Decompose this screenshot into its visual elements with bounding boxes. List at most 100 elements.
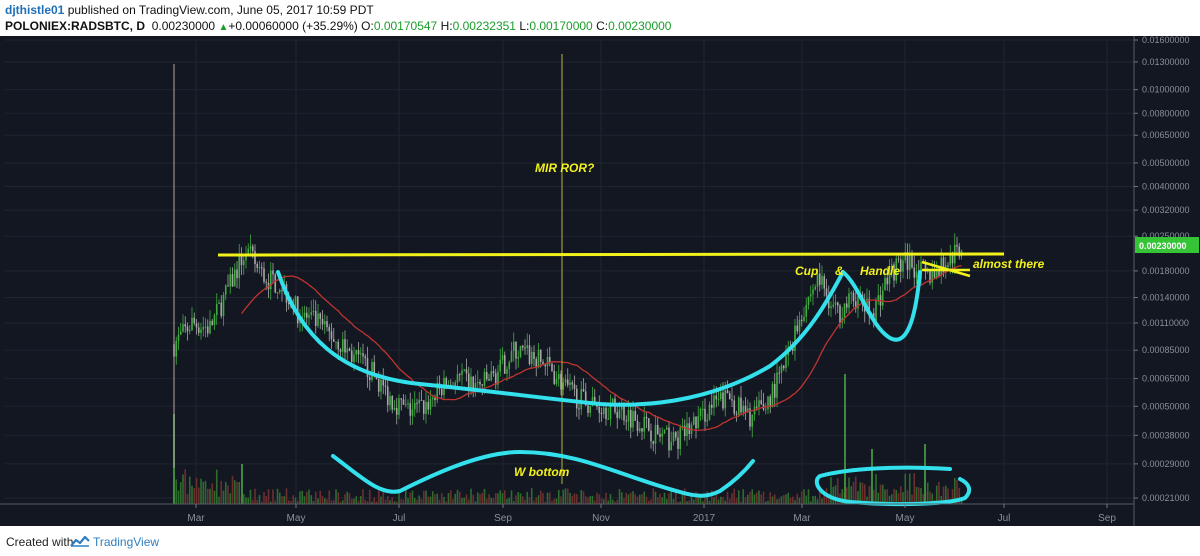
candle-body [182, 324, 184, 332]
volume-bar [796, 493, 799, 504]
candle-body [899, 259, 902, 272]
candle-body [281, 290, 283, 292]
candle-body [326, 321, 328, 328]
candle-body [886, 277, 889, 285]
candle-body [877, 295, 880, 301]
volume-bar [744, 497, 747, 504]
candle-body [780, 365, 783, 373]
candle-body [467, 373, 470, 389]
volume-bar [330, 500, 333, 504]
annotation-handle: Handle [860, 264, 900, 278]
volume-bar [485, 498, 488, 504]
price-axis[interactable]: 0.01600000 0.01300000 0.01000000 0.00800000… [1133, 35, 1200, 526]
y-tick-label: 0.00500000 [1142, 158, 1190, 168]
candle-body [409, 403, 412, 416]
volume-bar [616, 499, 619, 504]
candle-body [539, 349, 542, 362]
volume-bar [314, 491, 317, 504]
volume-bar [609, 493, 612, 504]
volume-bar [778, 498, 781, 504]
candle-body [951, 254, 954, 264]
volume-bar [566, 488, 569, 504]
ohlc-line: POLONIEX:RADSBTC, D 0.00230000 ▲+0.00060… [5, 19, 671, 33]
author-link[interactable]: djthistle01 [5, 3, 65, 17]
candle-body [508, 362, 511, 370]
candle-body [362, 353, 364, 357]
candle-body [179, 331, 182, 335]
volume-bar [767, 500, 769, 504]
volume-bar [276, 488, 279, 504]
volume-bar [287, 500, 290, 504]
volume-bar [623, 498, 625, 504]
volume-bar [596, 492, 598, 504]
volume-bar [265, 495, 268, 504]
candle-body [195, 323, 198, 328]
volume-bar [263, 491, 265, 504]
candle-body [274, 274, 277, 293]
volume-bar [737, 490, 740, 504]
candle-body [551, 363, 553, 372]
candle-body [737, 397, 740, 415]
volume-bar [580, 489, 583, 504]
volume-bar [184, 469, 187, 504]
footer: Created with TradingView [0, 526, 1200, 556]
candle-body [535, 358, 538, 368]
volume-bar [499, 490, 502, 504]
volume-bar [913, 473, 916, 504]
volume-bar [191, 485, 193, 504]
candle-body [492, 371, 495, 374]
candle-body [278, 290, 281, 293]
volume-bar [895, 490, 898, 504]
candle-body [481, 384, 484, 386]
candle-body [337, 341, 340, 350]
candle-body [470, 376, 472, 389]
volume-bar [418, 495, 421, 504]
candle-body [724, 390, 727, 409]
candle-body [733, 400, 736, 414]
candle-body [679, 427, 682, 449]
candle-body [499, 359, 502, 372]
tradingview-brand[interactable]: TradingView [93, 535, 160, 549]
candle-body [332, 339, 335, 342]
volume-bar [575, 494, 578, 504]
candle-body [564, 379, 567, 383]
volume-bar [629, 492, 632, 504]
candle-body [578, 408, 580, 410]
volume-bar [508, 497, 511, 504]
candle-body [719, 392, 722, 400]
volume-bar [341, 500, 344, 504]
volume-bar [845, 487, 848, 504]
candle-body [258, 267, 261, 269]
price-chart[interactable]: MIR ROR? Cup & Handle almost there W bottom 0… [0, 35, 1200, 526]
volume-bar [429, 496, 432, 504]
candle-body [404, 403, 407, 405]
candle-body [310, 312, 313, 315]
candle-body [958, 246, 961, 257]
volume-bar [422, 490, 425, 504]
candle-body [589, 405, 592, 413]
high-label: H: [440, 19, 453, 33]
volume-bar [951, 488, 954, 504]
candle-body [393, 407, 396, 410]
volume-bar [710, 490, 713, 504]
volume-bar [591, 495, 594, 504]
candle-body [575, 388, 578, 409]
candle-body [692, 416, 695, 425]
candle-body [735, 413, 738, 415]
volume-bar [931, 493, 934, 504]
candle-body [708, 404, 711, 420]
candle-body [911, 255, 913, 268]
volume-bar [697, 493, 700, 504]
volume-bar [652, 488, 655, 504]
volume-bar [238, 482, 241, 504]
volume-bar [746, 494, 749, 504]
volume-bar [942, 486, 945, 504]
candle-body [742, 405, 745, 413]
chart-area[interactable]: MIR ROR? Cup & Handle almost there W bottom 0… [0, 35, 1200, 526]
volume-spike [241, 464, 243, 504]
candle-body [524, 347, 526, 349]
volume-bar [524, 499, 526, 504]
time-axis[interactable]: Mar May Jul Sep Nov 2017 Mar May Jul Sep [0, 503, 1134, 524]
candle-body [751, 414, 754, 427]
candle-body [191, 317, 193, 331]
